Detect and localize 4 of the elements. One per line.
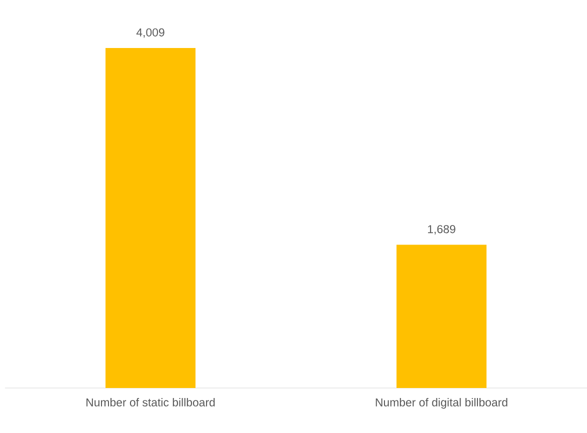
data-label: 1,689 [428, 225, 456, 235]
data-label: 4,009 [136, 28, 164, 38]
x-tick-label: Number of digital billboard [376, 398, 508, 409]
x-tick-label: Number of static billboard [86, 398, 215, 406]
